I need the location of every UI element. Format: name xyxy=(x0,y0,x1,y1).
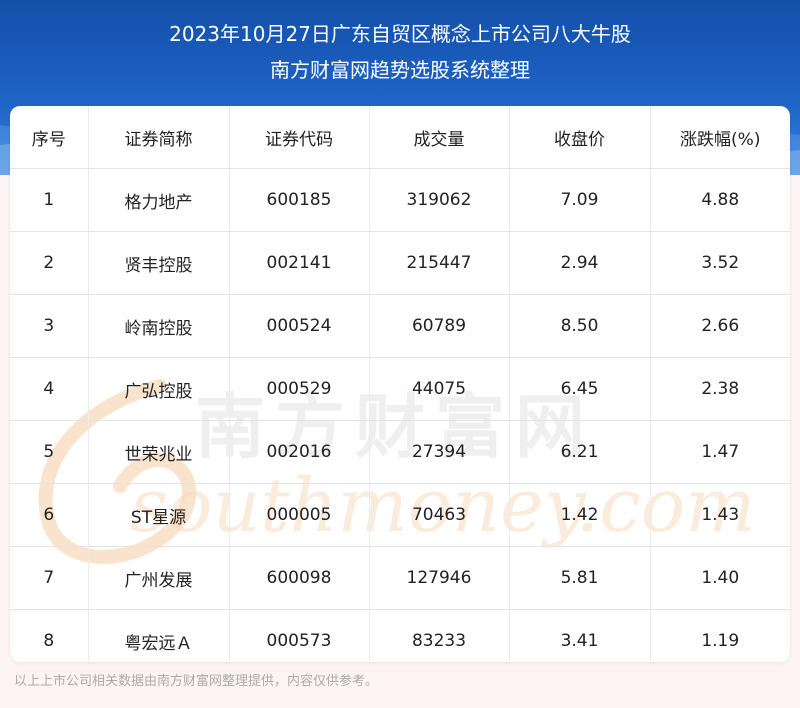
cell-close-price: 7.09 xyxy=(509,168,651,232)
cell-volume: 27394 xyxy=(369,420,510,484)
cell-change-pct: 2.38 xyxy=(650,357,790,421)
cell-volume: 127946 xyxy=(369,546,510,610)
cell-change-pct: 1.19 xyxy=(701,631,740,651)
cell-close-price: 3.41 xyxy=(509,609,651,662)
data-table-card: 南方财富网 southmoney.com 序号 证券简称 证券代码 成交量 收盘… xyxy=(10,106,790,662)
table-row: 8 粤宏远Ａ 000573 83233 3.41 1.19 xyxy=(10,609,790,662)
header-index: 序号 xyxy=(10,106,89,169)
header-change-pct: 涨跌幅(%) xyxy=(650,106,790,169)
header-volume: 成交量 xyxy=(369,106,510,169)
cell-index: 6 xyxy=(10,483,89,547)
page-subtitle: 南方财富网趋势选股系统整理 xyxy=(270,58,530,82)
cell-name: 粤宏远Ａ xyxy=(88,609,230,662)
cell-index: 7 xyxy=(10,546,89,610)
cell-change-pct: 1.40 xyxy=(650,546,790,610)
cell-code: 002016 xyxy=(229,420,370,484)
cell-close-price: 6.45 xyxy=(509,357,651,421)
cell-name: 岭南控股 xyxy=(88,294,230,358)
header-code: 证券代码 xyxy=(229,106,370,169)
cell-close-price: 8.50 xyxy=(509,294,651,358)
cell-volume: 70463 xyxy=(369,483,510,547)
cell-name: 广州发展 xyxy=(88,546,230,610)
cell-index: 1 xyxy=(10,168,89,232)
cell-name: 贤丰控股 xyxy=(88,231,230,295)
cell-volume: 215447 xyxy=(369,231,510,295)
cell-close-price: 1.42 xyxy=(509,483,651,547)
cell-close-price: 6.21 xyxy=(509,420,651,484)
table-row: 5 世荣兆业 002016 27394 6.21 1.47 xyxy=(10,420,790,484)
cell-code: 000005 xyxy=(229,483,370,547)
cell-change-pct: 4.88 xyxy=(650,168,790,232)
cell-change-pct: 2.66 xyxy=(650,294,790,358)
cell-index: 8 xyxy=(10,609,89,662)
cell-change-pct: 1.47 xyxy=(650,420,790,484)
cell-code: 600098 xyxy=(229,546,370,610)
table-row: 3 岭南控股 000524 60789 8.50 2.66 xyxy=(10,294,790,358)
cell-index: 2 xyxy=(10,231,89,295)
table-row: 6 ST星源 000005 70463 1.42 1.43 xyxy=(10,483,790,547)
table-row: 2 贤丰控股 002141 215447 2.94 3.52 xyxy=(10,231,790,295)
cell-volume: 60789 xyxy=(369,294,510,358)
cell-code: 000524 xyxy=(229,294,370,358)
cell-volume: 44075 xyxy=(369,357,510,421)
cell-close-price: 2.94 xyxy=(509,231,651,295)
table-row: 7 广州发展 600098 127946 5.81 1.40 xyxy=(10,546,790,610)
footer-disclaimer: 以上上市公司相关数据由南方财富网整理提供，内容仅供参考。 xyxy=(14,674,379,689)
cell-code: 002141 xyxy=(229,231,370,295)
cell-name: 世荣兆业 xyxy=(88,420,230,484)
cell-code: 000573 xyxy=(229,609,370,662)
table-header-row: 序号 证券简称 证券代码 成交量 收盘价 涨跌幅(%) xyxy=(10,106,790,169)
cell-change-pct: 1.43 xyxy=(650,483,790,547)
cell-name: ST星源 xyxy=(88,483,230,547)
cell-name: 广弘控股 xyxy=(88,357,230,421)
cell-code: 000529 xyxy=(229,357,370,421)
cell-volume: 319062 xyxy=(369,168,510,232)
cell-volume: 83233 xyxy=(369,609,510,662)
header-close-price: 收盘价 xyxy=(509,106,651,169)
cell-change-pct: 3.52 xyxy=(650,231,790,295)
cell-name: 格力地产 xyxy=(88,168,230,232)
cell-index: 5 xyxy=(10,420,89,484)
cell-close-price: 5.81 xyxy=(509,546,651,610)
stock-table: 序号 证券简称 证券代码 成交量 收盘价 涨跌幅(%) 1 格力地产 60018… xyxy=(10,106,790,662)
cell-index: 4 xyxy=(10,357,89,421)
header-name: 证券简称 xyxy=(88,106,230,169)
page-title: 2023年10月27日广东自贸区概念上市公司八大牛股 xyxy=(169,22,631,46)
table-row: 4 广弘控股 000529 44075 6.45 2.38 xyxy=(10,357,790,421)
table-row: 1 格力地产 600185 319062 7.09 4.88 xyxy=(10,168,790,232)
cell-index: 3 xyxy=(10,294,89,358)
cell-code: 600185 xyxy=(229,168,370,232)
